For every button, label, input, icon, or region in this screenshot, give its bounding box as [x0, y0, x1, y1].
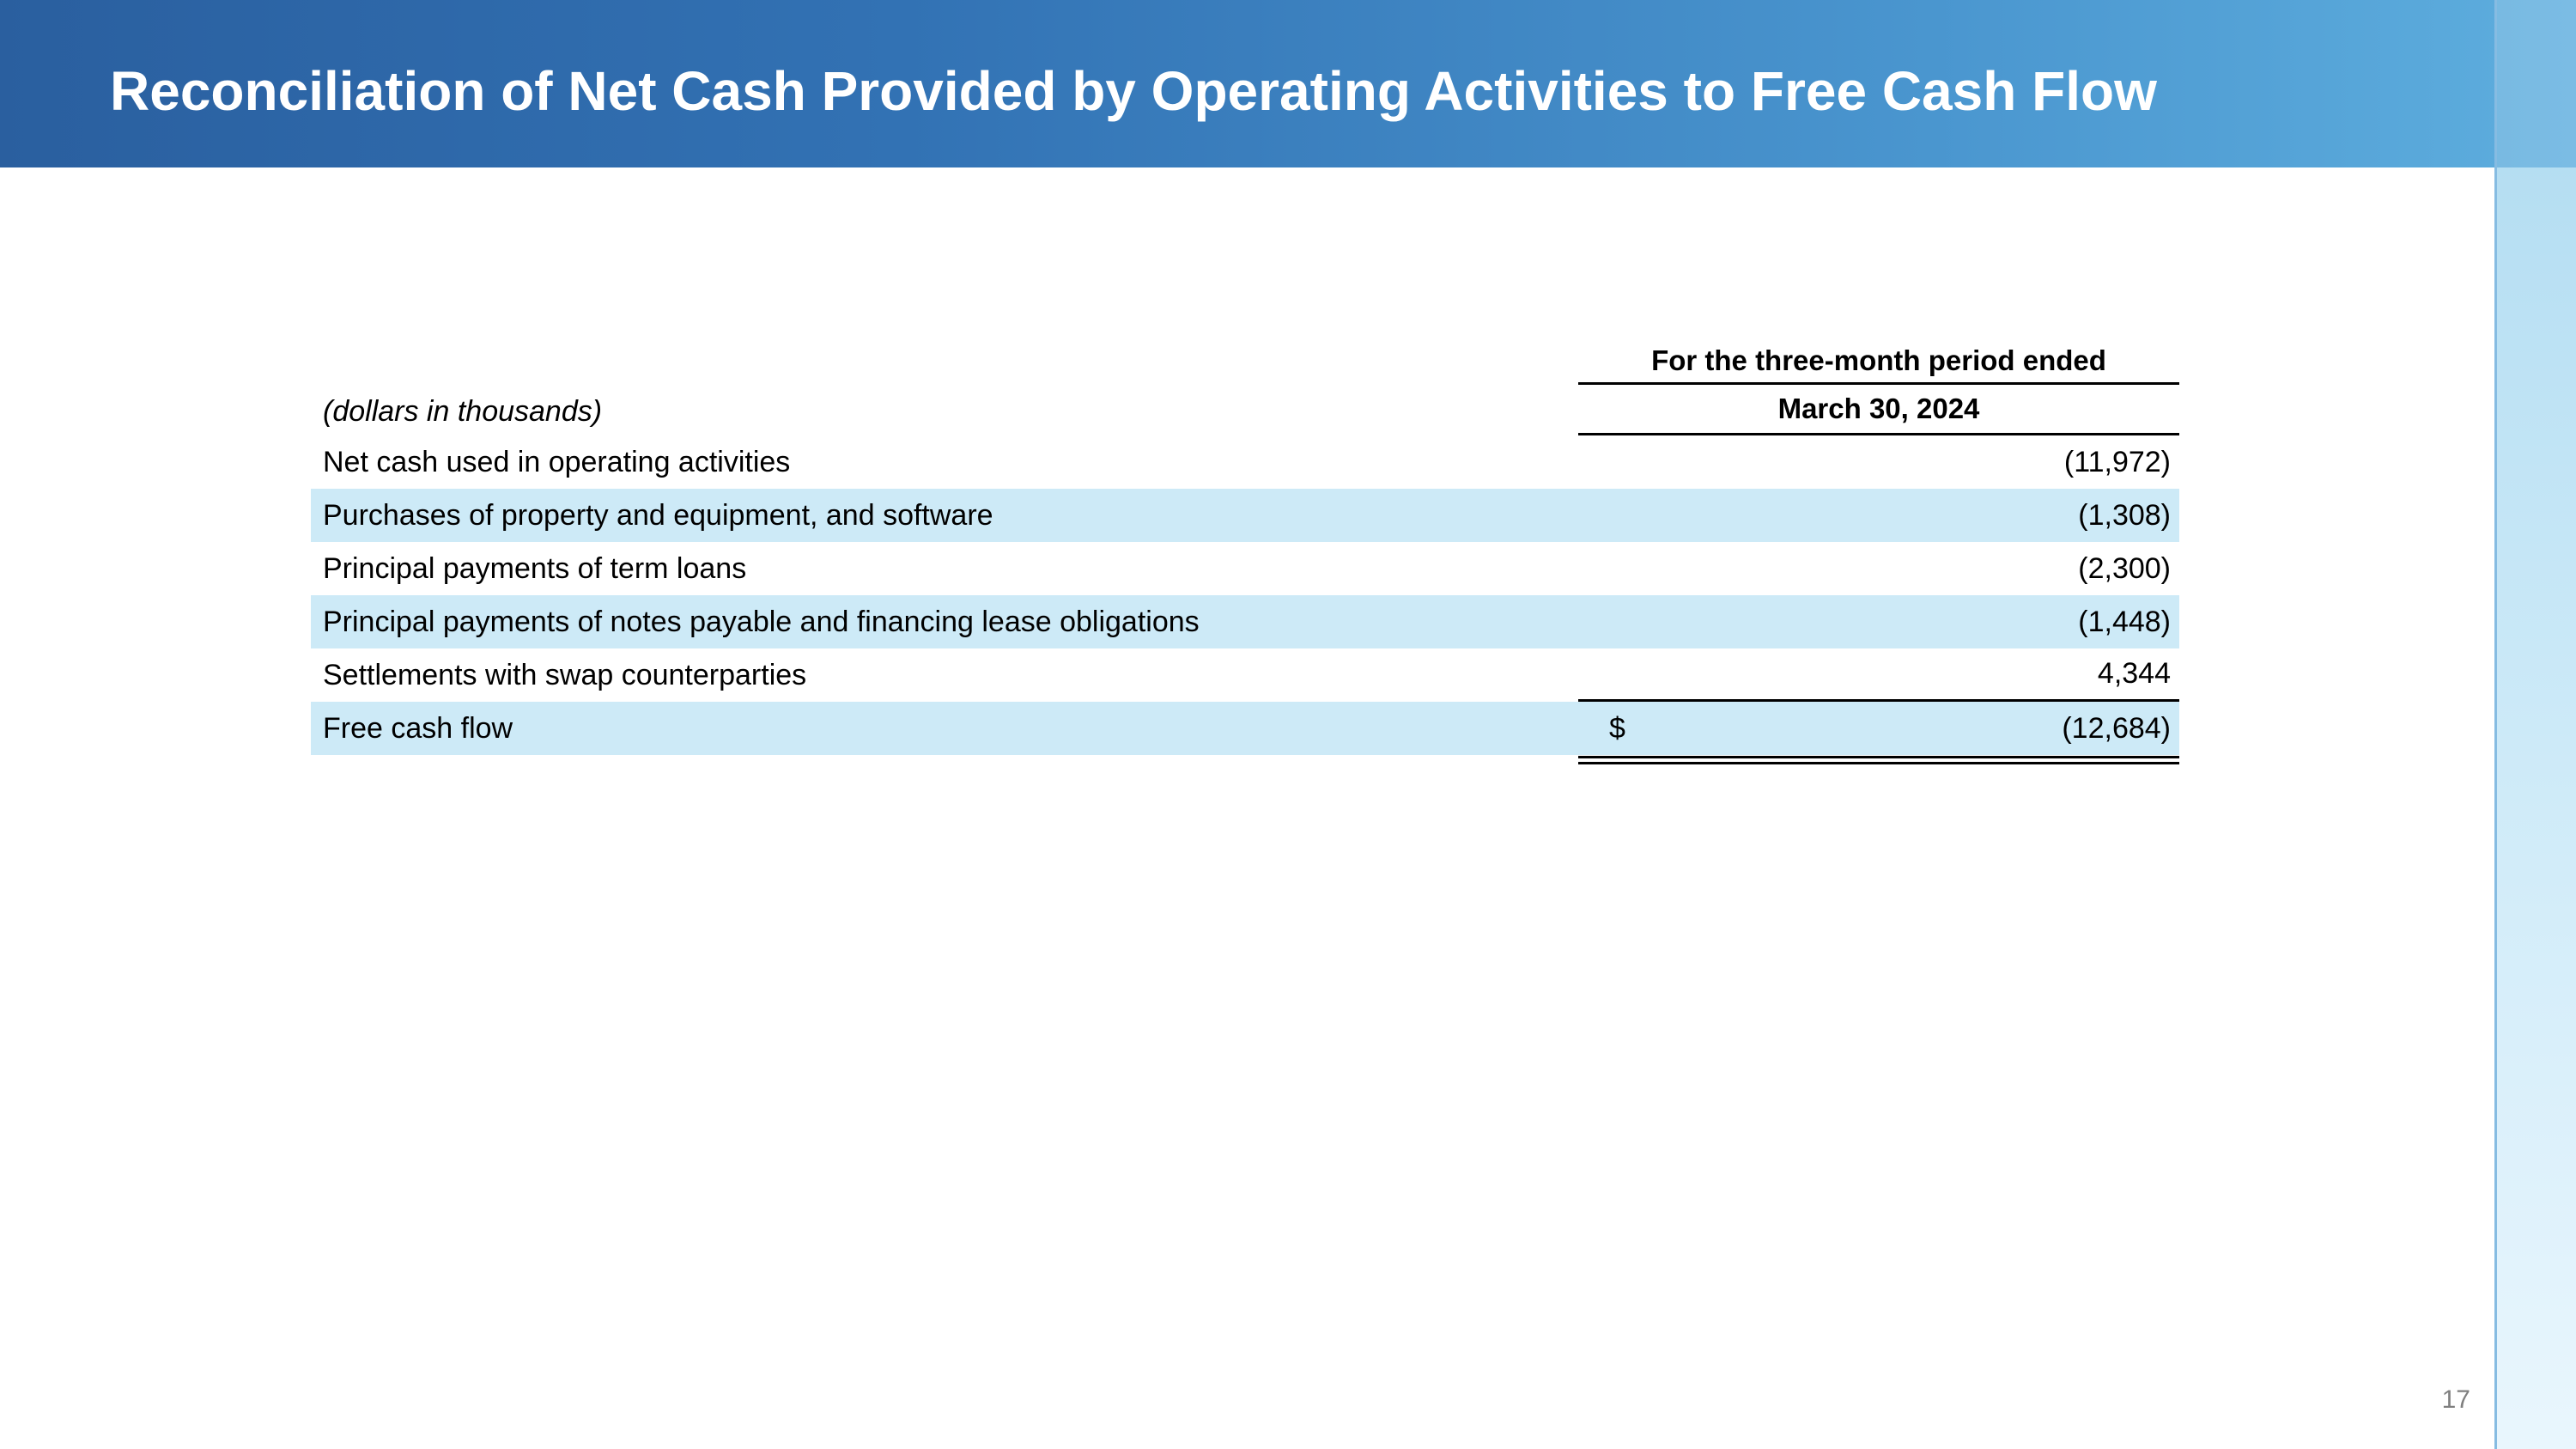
table-row: Net cash used in operating activities (1… [311, 435, 2179, 489]
right-strip-header-segment [2497, 0, 2576, 167]
row-value: (1,308) [2078, 498, 2171, 532]
row-label: Purchases of property and equipment, and… [323, 498, 993, 532]
row-value-cell: 4,344 [1578, 648, 2179, 702]
table-body: Net cash used in operating activities (1… [311, 435, 2179, 764]
row-label: Free cash flow [323, 711, 513, 745]
right-strip [2494, 0, 2576, 1449]
row-label: Net cash used in operating activities [323, 445, 791, 478]
currency-symbol: $ [1609, 711, 1625, 745]
row-value: (1,448) [2078, 605, 2171, 638]
row-label: Settlements with swap counterparties [323, 658, 807, 691]
table-row: Principal payments of notes payable and … [311, 595, 2179, 648]
table-header: (dollars in thousands) For the three-mon… [311, 340, 2179, 435]
table-row: Principal payments of term loans (2,300) [311, 542, 2179, 595]
table-header-label-area: (dollars in thousands) [311, 340, 1578, 435]
table-row: Settlements with swap counterparties 4,3… [311, 648, 2179, 702]
row-value: (11,972) [2063, 445, 2171, 478]
table-header-value-area: For the three-month period ended March 3… [1578, 340, 2179, 435]
right-strip-body-segment [2497, 167, 2576, 1449]
table-row: Purchases of property and equipment, and… [311, 489, 2179, 542]
row-value-cell: (11,972) [1578, 435, 2179, 489]
reconciliation-table: (dollars in thousands) For the three-mon… [311, 340, 2179, 764]
page-number: 17 [2441, 1385, 2470, 1414]
date-header: March 30, 2024 [1578, 385, 2179, 435]
row-value: (12,684) [2062, 711, 2171, 745]
total-double-rule [1578, 756, 2179, 764]
row-value-cell: (1,448) [1578, 595, 2179, 648]
units-note: (dollars in thousands) [323, 395, 603, 428]
table-row-total: Free cash flow $ (12,684) [311, 702, 2179, 755]
row-value-cell: $ (12,684) [1578, 702, 2179, 755]
row-label: Principal payments of term loans [323, 551, 747, 585]
slide-title: Reconciliation of Net Cash Provided by O… [110, 59, 2157, 122]
row-value-cell: (2,300) [1578, 542, 2179, 595]
row-value-cell: (1,308) [1578, 489, 2179, 542]
row-value: (2,300) [2078, 551, 2171, 585]
row-label: Principal payments of notes payable and … [323, 605, 1200, 638]
row-value: 4,344 [2097, 657, 2171, 690]
header-bar: Reconciliation of Net Cash Provided by O… [0, 0, 2576, 167]
period-header: For the three-month period ended [1578, 340, 2179, 385]
